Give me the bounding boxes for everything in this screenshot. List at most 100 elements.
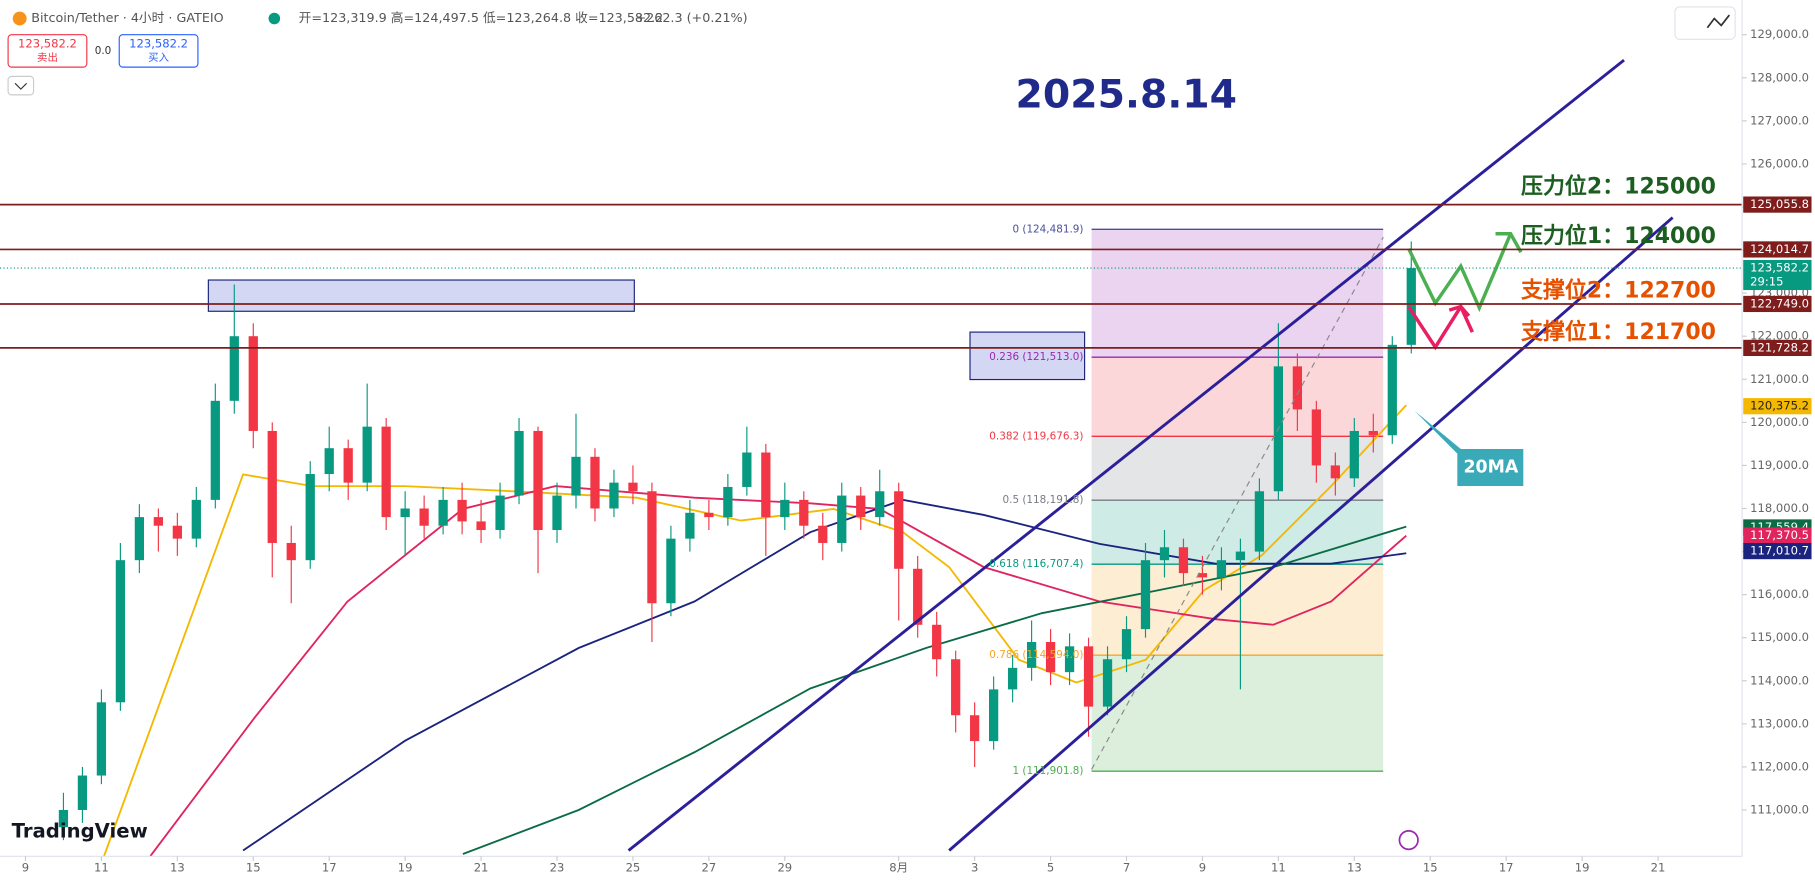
candle-body bbox=[932, 624, 942, 660]
y-tick-label: 126,000.0 bbox=[1750, 156, 1809, 170]
candle-body bbox=[685, 512, 695, 539]
last-price-badge bbox=[1743, 259, 1812, 291]
candle-body bbox=[1292, 366, 1302, 410]
buy-button[interactable] bbox=[118, 34, 199, 68]
y-tick-label: 120,000.0 bbox=[1750, 415, 1809, 429]
price-axis-bg bbox=[1742, 0, 1815, 891]
candle-body bbox=[381, 426, 391, 518]
candle-body bbox=[1387, 344, 1397, 436]
candle-body bbox=[913, 568, 923, 625]
candle-body bbox=[590, 456, 600, 509]
fib-label: 0.618 (116,707.4) bbox=[989, 558, 1083, 570]
price-badge-label: 117,370.5 bbox=[1750, 528, 1809, 542]
candle-body bbox=[153, 517, 163, 526]
candle-body bbox=[723, 486, 733, 518]
x-tick-label: 21 bbox=[474, 860, 489, 874]
level-annotation: 支撑位1：121700 bbox=[1521, 319, 1716, 345]
candle-body bbox=[324, 448, 334, 475]
collapse-button[interactable] bbox=[7, 75, 35, 96]
change: +262.3 (+0.21%) bbox=[635, 11, 747, 26]
y-tick-label: 113,000.0 bbox=[1750, 716, 1809, 730]
candle-body bbox=[1197, 573, 1208, 578]
x-tick-label: 7 bbox=[1123, 860, 1130, 874]
sell-label: 卖出 bbox=[37, 51, 58, 64]
x-tick-label: 25 bbox=[626, 860, 641, 874]
fib-label: 0.5 (118,191.8) bbox=[1003, 494, 1084, 506]
candle-body bbox=[571, 456, 581, 496]
candle-body bbox=[533, 430, 543, 531]
level-annotation: 压力位2：125000 bbox=[1521, 173, 1716, 199]
data-layer bbox=[58, 241, 1416, 857]
ma-callout bbox=[1414, 410, 1524, 486]
status-dot bbox=[268, 12, 281, 25]
toolbar-button[interactable] bbox=[1674, 6, 1736, 40]
x-tick-label: 13 bbox=[170, 860, 185, 874]
candle-body bbox=[1254, 491, 1265, 552]
y-tick-label: 129,000.0 bbox=[1750, 27, 1809, 41]
y-tick-label: 122,000.0 bbox=[1750, 329, 1809, 343]
y-tick-label: 116,000.0 bbox=[1750, 587, 1809, 601]
candle-body bbox=[628, 482, 638, 492]
price-badge bbox=[1743, 295, 1812, 313]
toolbar-icon bbox=[1706, 14, 1731, 29]
candle-body bbox=[1026, 642, 1037, 668]
countdown: 29:15 bbox=[1750, 274, 1783, 288]
candle-body bbox=[286, 542, 296, 561]
zone-box bbox=[969, 331, 1086, 381]
y-tick-label: 127,000.0 bbox=[1750, 113, 1809, 127]
candle-body bbox=[77, 775, 88, 810]
candle-body bbox=[438, 499, 448, 526]
back-layer bbox=[207, 228, 1384, 772]
candle-body bbox=[894, 491, 904, 569]
candle-body bbox=[305, 474, 315, 561]
moving-average bbox=[462, 525, 1407, 855]
chevron bbox=[14, 82, 28, 90]
candle-body bbox=[1330, 465, 1340, 479]
y-tick-label: 128,000.0 bbox=[1750, 70, 1809, 84]
arrow-head bbox=[1495, 232, 1523, 254]
fib-band bbox=[1091, 357, 1384, 437]
candle-body bbox=[1102, 659, 1113, 707]
candle-body bbox=[552, 495, 562, 531]
fib-band bbox=[1091, 564, 1384, 656]
fib-label: 0.382 (119,676.3) bbox=[989, 430, 1083, 442]
time-axis-bg bbox=[0, 856, 1815, 891]
channel-upper bbox=[627, 59, 1625, 852]
up-path-arrow bbox=[1407, 233, 1513, 313]
x-tick-label: 29 bbox=[777, 860, 792, 874]
y-tick-label: 121,000.0 bbox=[1750, 372, 1809, 386]
x-tick-label: 19 bbox=[398, 860, 413, 874]
symbol: Bitcoin/Tether · 4小时 · GATEIO bbox=[31, 11, 223, 26]
candle-body bbox=[495, 495, 505, 531]
x-tick-label: 8月 bbox=[889, 860, 908, 874]
candle-body bbox=[115, 560, 126, 703]
candle-body bbox=[514, 430, 524, 496]
candle-body bbox=[172, 525, 182, 539]
fib-label: 0 (124,481.9) bbox=[1012, 223, 1083, 235]
y-tick-label: 111,000.0 bbox=[1750, 802, 1809, 816]
last-price-label: 123,582.2 bbox=[1750, 261, 1809, 275]
x-tick-label: 17 bbox=[1499, 860, 1514, 874]
candle-body bbox=[609, 482, 619, 509]
channel-lower bbox=[948, 216, 1674, 852]
candle-body bbox=[704, 512, 714, 518]
fib-label: 0.236 (121,513.0) bbox=[989, 351, 1083, 363]
price-badge-label: 122,749.0 bbox=[1750, 296, 1809, 310]
x-tick-label: 17 bbox=[322, 860, 337, 874]
candle-body bbox=[1216, 560, 1227, 578]
sell-button[interactable] bbox=[7, 34, 88, 68]
candle-body bbox=[856, 495, 866, 518]
event-icon[interactable] bbox=[1398, 829, 1419, 851]
fib-trend bbox=[1091, 236, 1384, 770]
fib-label: 0.786 (114,594.0) bbox=[989, 649, 1083, 661]
y-tick-label: 118,000.0 bbox=[1750, 501, 1809, 515]
candle-body bbox=[134, 517, 145, 561]
ma-callout-label: 20MA bbox=[1463, 457, 1518, 477]
x-tick-label: 11 bbox=[1271, 860, 1286, 874]
price-badge bbox=[1743, 543, 1812, 560]
fib-band bbox=[1091, 655, 1384, 772]
y-tick-label: 112,000.0 bbox=[1750, 759, 1809, 773]
price-badge bbox=[1743, 398, 1812, 415]
